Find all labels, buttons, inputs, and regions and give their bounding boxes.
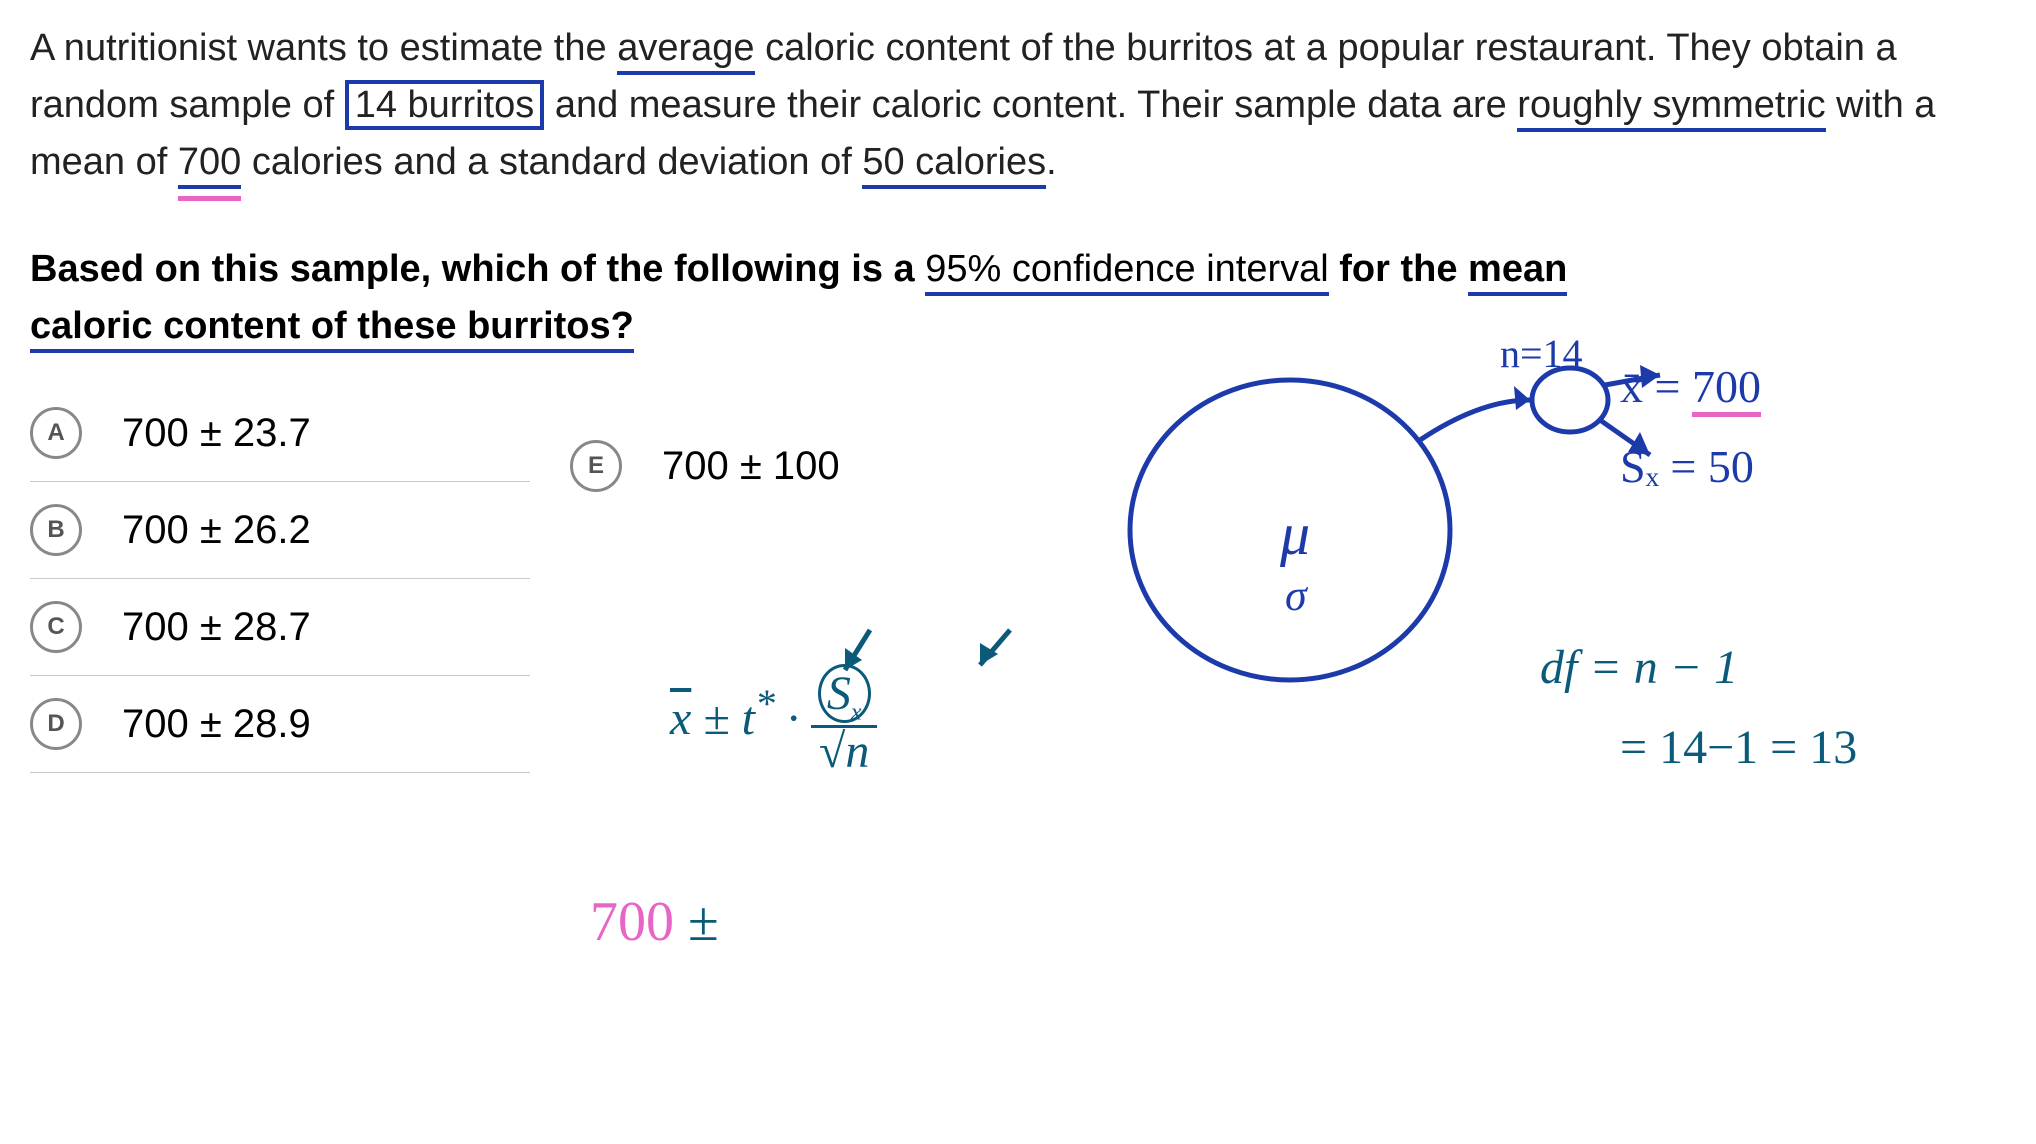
option-b[interactable]: B 700 ± 26.2 — [30, 482, 530, 579]
option-value-a: 700 ± 23.7 — [122, 411, 311, 456]
option-d[interactable]: D 700 ± 28.9 — [30, 676, 530, 773]
mean-word: mean — [1468, 248, 1567, 296]
question-text: Based on this sample, which of the follo… — [30, 241, 2006, 355]
xbar-val: 700 — [1692, 361, 1761, 417]
option-c[interactable]: C 700 ± 28.7 — [30, 579, 530, 676]
option-a[interactable]: A 700 ± 23.7 — [30, 385, 530, 482]
text: Based on this sample, which of the follo… — [30, 248, 925, 290]
confidence-interval: 95% confidence interval — [925, 248, 1328, 296]
text: and measure their caloric content. Their… — [544, 84, 1517, 126]
problem-statement: A nutritionist wants to estimate the ave… — [30, 20, 2006, 191]
option-value-b: 700 ± 26.2 — [122, 508, 311, 553]
mean-700: 700 — [178, 141, 241, 189]
option-badge-a: A — [30, 407, 82, 459]
sample-size: 14 burritos — [345, 80, 545, 130]
annotation-xbar: x̄ = 700 — [1620, 360, 1761, 413]
sd-50: 50 calories — [862, 141, 1046, 189]
text: calories and a standard deviation of — [241, 141, 862, 183]
option-badge-e: E — [570, 440, 622, 492]
roughly-symmetric: roughly symmetric — [1517, 84, 1825, 132]
option-badge-b: B — [30, 504, 82, 556]
option-badge-c: C — [30, 601, 82, 653]
text: . — [1046, 141, 1057, 183]
caloric-content: caloric content of these burritos? — [30, 305, 634, 353]
xbar-label: x̄ = — [1620, 361, 1692, 412]
annotation-sx: Sₓ = 50 — [1620, 440, 1754, 493]
annotation-formula: x ± t* · Sx√n — [670, 670, 877, 776]
options-list: A 700 ± 23.7 B 700 ± 26.2 C 700 ± 28.7 D… — [30, 385, 530, 773]
annotation-df2: = 14−1 = 13 — [1620, 720, 1857, 775]
annotation-mu: μ — [1280, 500, 1310, 569]
option-value-e: 700 ± 100 — [662, 444, 840, 489]
word-average: average — [617, 27, 754, 75]
option-value-d: 700 ± 28.9 — [122, 702, 311, 747]
annotation-n: n=14 — [1500, 330, 1583, 377]
option-value-c: 700 ± 28.7 — [122, 605, 311, 650]
annotation-700: 700 ± — [590, 890, 719, 954]
option-e[interactable]: E 700 ± 100 — [570, 440, 840, 492]
text: for the — [1329, 248, 1468, 290]
text: A nutritionist wants to estimate the — [30, 27, 617, 69]
annotation-sigma: σ — [1285, 570, 1307, 621]
annotation-df1: df = n − 1 — [1540, 640, 1738, 695]
option-badge-d: D — [30, 698, 82, 750]
